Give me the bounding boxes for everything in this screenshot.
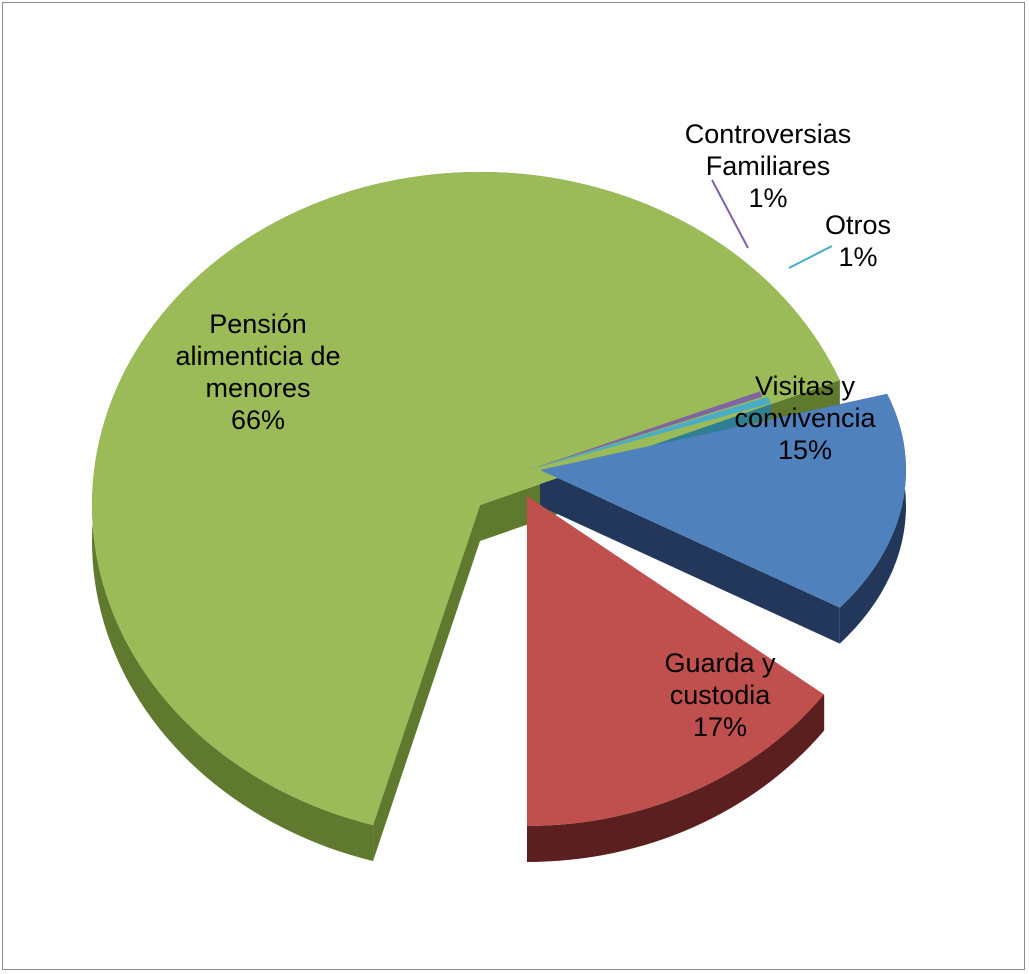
- leader-line-3: [788, 245, 833, 269]
- pie-slice-3: [528, 396, 771, 470]
- pie-slice-5: [527, 496, 825, 826]
- data-label-category: menores: [205, 373, 310, 403]
- data-label-category: Guarda y: [664, 648, 776, 678]
- data-label-category: Controversias: [685, 119, 852, 149]
- pie-slice-side-5: [527, 694, 825, 862]
- data-label-category: Familiares: [706, 151, 831, 181]
- data-label-category: convivencia: [734, 403, 876, 433]
- pie-slice-4: [540, 393, 906, 608]
- data-label-percent: 66%: [231, 405, 285, 435]
- data-label-category: Visitas y: [755, 371, 856, 401]
- data-label-5: Guarda y custodia 17%: [664, 648, 776, 742]
- data-label-category: custodia: [670, 680, 772, 710]
- data-label-2: Controversias Familiares 1%: [685, 119, 852, 213]
- data-label-3: Otros 1%: [825, 210, 891, 272]
- data-label-4: Visitas y convivencia 15%: [734, 371, 876, 465]
- data-label-category: Pensión: [209, 309, 307, 339]
- pie-slice-1: [91, 171, 840, 826]
- data-label-category: Otros: [825, 210, 891, 240]
- data-label-category: alimenticia de: [175, 341, 340, 371]
- data-label-percent: 1%: [748, 183, 787, 213]
- data-label-1: Pensión alimenticia de menores 66%: [175, 309, 340, 435]
- data-label-percent: 15%: [778, 435, 832, 465]
- data-label-percent: 17%: [693, 712, 747, 742]
- pie-slice-side-4: [839, 393, 906, 644]
- leader-line-2: [711, 179, 749, 249]
- data-label-percent: 1%: [838, 242, 877, 272]
- pie-slice-2: [528, 391, 763, 470]
